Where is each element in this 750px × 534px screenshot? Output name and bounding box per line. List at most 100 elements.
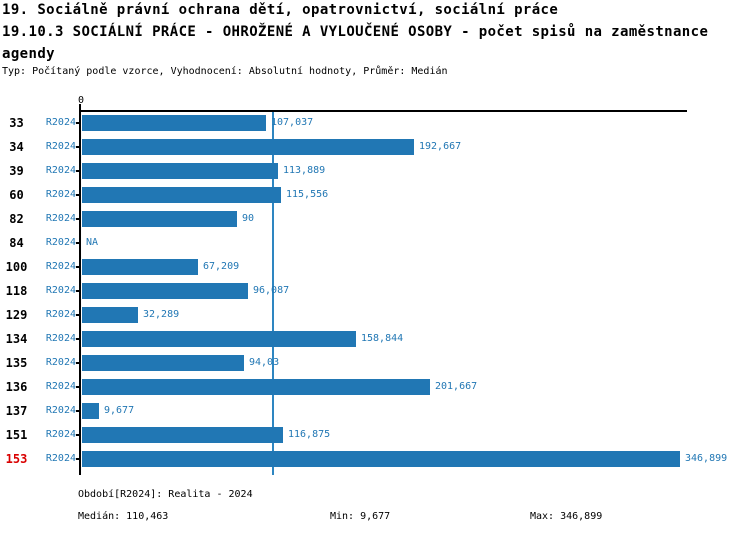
chart-row: 129 R2024 32,289 [0, 307, 750, 323]
bar [82, 115, 266, 131]
row-id-label: 135 [5, 356, 28, 370]
bar-value-label: 158,844 [361, 333, 404, 344]
row-id-label: 34 [9, 140, 24, 154]
row-id-label: 118 [5, 284, 28, 298]
row-period-label: R2024 [45, 453, 76, 464]
row-period-label: R2024 [45, 165, 76, 176]
row-axis-tick [76, 410, 79, 412]
row-axis-tick [76, 122, 79, 124]
row-period-label: R2024 [45, 237, 76, 248]
bar-value-label: 94,03 [249, 357, 280, 368]
row-id-label: 60 [9, 188, 24, 202]
row-period-label: R2024 [45, 381, 76, 392]
bar [82, 307, 138, 323]
bar [82, 355, 244, 371]
row-axis-tick [76, 314, 79, 316]
row-period-label: R2024 [45, 141, 76, 152]
bar-value-label: 192,667 [419, 141, 462, 152]
footer-median: Medián: 110,463 [78, 511, 169, 522]
row-axis-tick [76, 242, 79, 244]
x-axis-line [79, 110, 687, 112]
row-id-label: 82 [9, 212, 24, 226]
row-id-label: 39 [9, 164, 24, 178]
bar [82, 259, 198, 275]
bar-value-label: NA [86, 237, 99, 248]
bar-value-label: 107,037 [271, 117, 314, 128]
row-axis-tick [76, 194, 79, 196]
chart-row: 100 R2024 67,209 [0, 259, 750, 275]
chart-row: 151 R2024 116,875 [0, 427, 750, 443]
bar-value-label: 32,289 [143, 309, 180, 320]
bar [82, 427, 283, 443]
row-id-label: 153 [5, 452, 28, 466]
chart-row: 134 R2024 158,844 [0, 331, 750, 347]
bar [82, 331, 356, 347]
row-period-label: R2024 [45, 357, 76, 368]
row-axis-tick [76, 170, 79, 172]
bar [82, 283, 248, 299]
bar [82, 163, 278, 179]
bar-value-label: 201,667 [435, 381, 478, 392]
chart-row: 33 R2024 107,037 [0, 115, 750, 131]
row-id-label: 33 [9, 116, 24, 130]
report-title-line-2: 19.10.3 SOCIÁLNÍ PRÁCE - OHROŽENÉ A VYLO… [2, 24, 709, 40]
row-id-label: 134 [5, 332, 28, 346]
row-period-label: R2024 [45, 189, 76, 200]
row-id-label: 151 [5, 428, 28, 442]
axis-zero-label: 0 [77, 95, 85, 106]
bar [82, 139, 414, 155]
chart-row: 135 R2024 94,03 [0, 355, 750, 371]
y-axis-line [79, 104, 81, 475]
row-axis-tick [76, 458, 79, 460]
row-axis-tick [76, 218, 79, 220]
chart-row: 82 R2024 90 [0, 211, 750, 227]
row-id-label: 137 [5, 404, 28, 418]
bar-value-label: 67,209 [203, 261, 240, 272]
footer-max: Max: 346,899 [530, 511, 603, 522]
bar [82, 451, 680, 467]
chart-row: 34 R2024 192,667 [0, 139, 750, 155]
row-axis-tick [76, 266, 79, 268]
report-subtitle: Typ: Počítaný podle vzorce, Vyhodnocení:… [2, 66, 448, 77]
row-axis-tick [76, 338, 79, 340]
bar [82, 403, 99, 419]
chart-row: 39 R2024 113,889 [0, 163, 750, 179]
row-period-label: R2024 [45, 405, 76, 416]
bar-value-label: 113,889 [283, 165, 326, 176]
row-axis-tick [76, 362, 79, 364]
chart-row: 136 R2024 201,667 [0, 379, 750, 395]
chart-row: 60 R2024 115,556 [0, 187, 750, 203]
bar [82, 211, 237, 227]
chart-row: 118 R2024 96,087 [0, 283, 750, 299]
row-id-label: 100 [5, 260, 28, 274]
chart-row: 137 R2024 9,677 [0, 403, 750, 419]
row-axis-tick [76, 386, 79, 388]
row-period-label: R2024 [45, 213, 76, 224]
bar-value-label: 96,087 [253, 285, 290, 296]
bar-value-label: 9,677 [104, 405, 135, 416]
bar [82, 187, 281, 203]
row-period-label: R2024 [45, 117, 76, 128]
bar-value-label: 346,899 [685, 453, 728, 464]
chart-row: 153 R2024 346,899 [0, 451, 750, 467]
row-period-label: R2024 [45, 429, 76, 440]
row-axis-tick [76, 290, 79, 292]
chart-row: 84 R2024 NA [0, 235, 750, 251]
bar [82, 379, 430, 395]
row-id-label: 129 [5, 308, 28, 322]
row-axis-tick [76, 434, 79, 436]
bar-value-label: 90 [242, 213, 255, 224]
row-id-label: 136 [5, 380, 28, 394]
median-reference-line [272, 112, 274, 475]
footer-min: Min: 9,677 [330, 511, 391, 522]
bar-value-label: 115,556 [286, 189, 329, 200]
row-id-label: 84 [9, 236, 24, 250]
row-period-label: R2024 [45, 261, 76, 272]
bar-value-label: 116,875 [288, 429, 331, 440]
row-period-label: R2024 [45, 333, 76, 344]
row-period-label: R2024 [45, 309, 76, 320]
report-title-line-3: agendy [2, 46, 55, 62]
report-title-line-1: 19. Sociálně právní ochrana dětí, opatro… [2, 2, 559, 18]
row-period-label: R2024 [45, 285, 76, 296]
